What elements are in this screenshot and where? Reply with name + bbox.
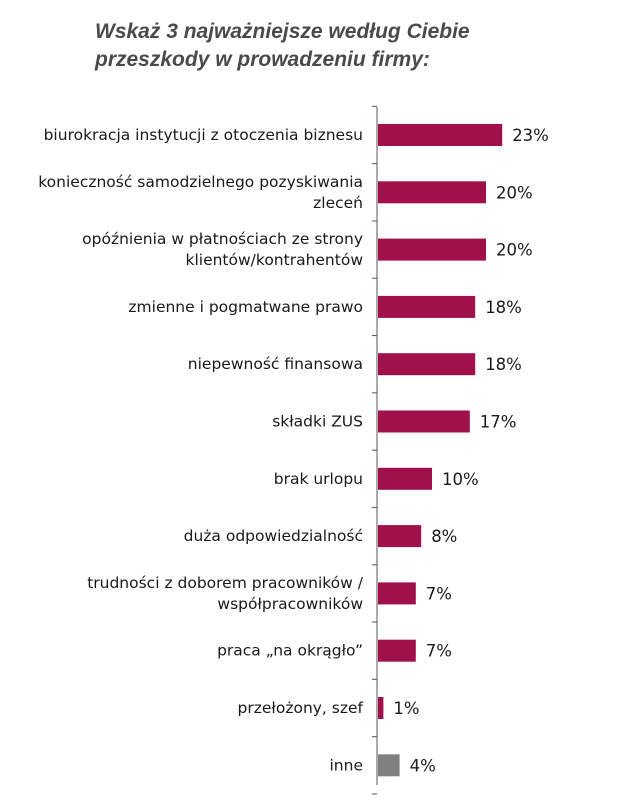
value-label: 7%: [426, 642, 452, 661]
bar: [378, 754, 400, 777]
bar: [378, 181, 486, 204]
category-label: opóźnienia w płatnościach ze strony: [82, 230, 363, 248]
chart-title-line-2: przeszkody w prowadzeniu firmy:: [95, 48, 430, 71]
bar: [378, 124, 503, 146]
bar: [378, 525, 422, 548]
bar: [378, 295, 476, 318]
category-label: brak urlopu: [274, 470, 363, 488]
category-label: zleceń: [313, 194, 363, 212]
bar: [378, 353, 476, 376]
category-label: przełożony, szef: [238, 699, 364, 717]
bar: [378, 639, 416, 662]
category-label: inne: [330, 756, 364, 774]
value-label: 20%: [496, 241, 533, 260]
value-label: 1%: [393, 699, 419, 718]
bar: [378, 697, 384, 719]
bar: [378, 238, 486, 261]
value-label: 23%: [512, 126, 549, 145]
category-label: duża odpowiedzialność: [184, 527, 363, 545]
category-label: zmienne i pogmatwane prawo: [128, 298, 363, 316]
value-label: 17%: [480, 413, 517, 432]
value-label: 4%: [410, 756, 436, 775]
bar: [378, 410, 470, 433]
category-label: współpracowników: [217, 595, 363, 613]
category-label: biurokracja instytucji z otoczenia bizne…: [44, 126, 363, 144]
chart-title: Wskaż 3 najważniejsze według Ciebie prze…: [95, 18, 595, 74]
value-label: 7%: [426, 584, 452, 603]
category-label: praca „na okrągło”: [217, 642, 363, 660]
category-label: niepewność finansowa: [188, 355, 363, 373]
value-label: 18%: [485, 298, 522, 317]
value-label: 8%: [431, 527, 457, 546]
category-label: składki ZUS: [272, 413, 363, 431]
bar: [378, 467, 432, 490]
category-label: konieczność samodzielnego pozyskiwania: [38, 173, 363, 191]
value-label: 20%: [496, 183, 533, 202]
category-label: klientów/kontrahentów: [185, 251, 363, 269]
category-label: trudności z doborem pracowników /: [87, 574, 364, 592]
value-label: 10%: [442, 470, 479, 489]
chart-title-line-1: Wskaż 3 najważniejsze według Ciebie: [95, 20, 470, 43]
bar: [378, 582, 416, 605]
value-label: 18%: [485, 355, 522, 374]
